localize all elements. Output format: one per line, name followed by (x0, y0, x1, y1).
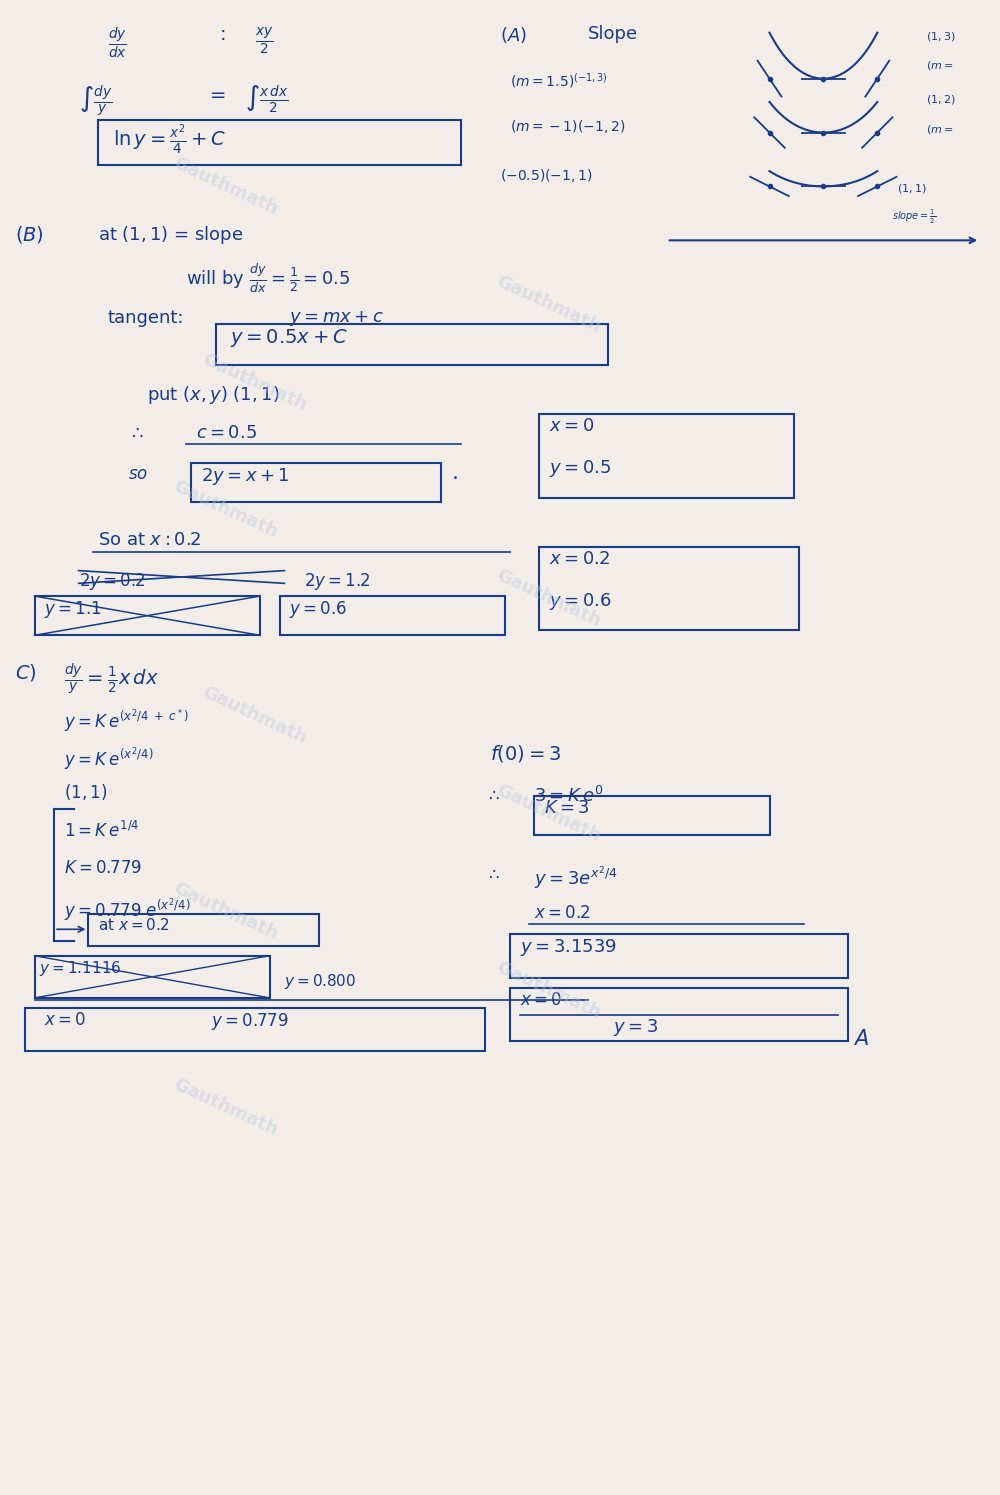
Text: Gauthmath: Gauthmath (494, 272, 604, 336)
Text: Slope: Slope (588, 25, 638, 43)
Text: $y = 0.5$: $y = 0.5$ (549, 457, 611, 478)
Text: $\int \frac{dy}{y}$: $\int \frac{dy}{y}$ (79, 84, 112, 118)
Text: $x = 0.2$: $x = 0.2$ (534, 904, 591, 922)
Text: $\frac{dy}{y} = \frac{1}{2} x\,dx$: $\frac{dy}{y} = \frac{1}{2} x\,dx$ (64, 662, 159, 697)
Text: $c = 0.5$: $c = 0.5$ (196, 423, 257, 441)
Text: $\int \frac{x\,dx}{2}$: $\int \frac{x\,dx}{2}$ (245, 84, 289, 115)
Text: $\ln y = \frac{x^2}{4} + C$: $\ln y = \frac{x^2}{4} + C$ (113, 123, 226, 157)
Text: Gauthmath: Gauthmath (494, 958, 604, 1023)
Text: put $(x, y)$ $(1, 1)$: put $(x, y)$ $(1, 1)$ (147, 384, 280, 407)
Text: $(m=-1)(-1,2)$: $(m=-1)(-1,2)$ (510, 118, 625, 135)
Text: $1 = K\,e^{1/4}$: $1 = K\,e^{1/4}$ (64, 821, 140, 840)
Text: $x = 0$: $x = 0$ (549, 417, 594, 435)
Text: $(m=$: $(m=$ (926, 123, 954, 136)
Text: $\therefore$: $\therefore$ (485, 786, 500, 804)
Text: Gauthmath: Gauthmath (494, 782, 604, 846)
Text: $(1,1)$: $(1,1)$ (897, 181, 927, 194)
Text: $K = 0.779$: $K = 0.779$ (64, 858, 142, 876)
Text: Gauthmath: Gauthmath (494, 567, 604, 629)
Text: $(B)$: $(B)$ (15, 224, 44, 245)
Text: $(m=$: $(m=$ (926, 58, 954, 72)
Text: $(A)$: $(A)$ (500, 25, 527, 45)
Text: $y = 0.779$: $y = 0.779$ (211, 1011, 288, 1032)
Text: Gauthmath: Gauthmath (171, 154, 281, 218)
Text: at $(1,1)$ = slope: at $(1,1)$ = slope (98, 224, 244, 245)
Text: $y = 3.1539$: $y = 3.1539$ (520, 937, 617, 958)
Text: $:$: $:$ (216, 25, 226, 43)
Text: $y = K\,e^{(x^2/4\;+\;c^*)}$: $y = K\,e^{(x^2/4\;+\;c^*)}$ (64, 707, 189, 736)
Text: $(1,1)$: $(1,1)$ (64, 782, 107, 803)
Text: $y = 0.5x + C$: $y = 0.5x + C$ (230, 326, 348, 348)
Text: $2y = x+1$: $2y = x+1$ (201, 466, 290, 487)
Text: $x = 0.2$: $x = 0.2$ (549, 550, 610, 568)
Text: $K = 3$: $K = 3$ (544, 798, 590, 816)
Text: $\frac{xy}{2}$: $\frac{xy}{2}$ (255, 25, 274, 55)
Text: $y = 3$: $y = 3$ (613, 1017, 658, 1038)
Text: $y = mx + c$: $y = mx + c$ (289, 309, 384, 327)
Text: $y = 3e^{x^2/4}$: $y = 3e^{x^2/4}$ (534, 864, 618, 893)
Text: will by $\frac{dy}{dx} = \frac{1}{2} = 0.5$: will by $\frac{dy}{dx} = \frac{1}{2} = 0… (186, 263, 351, 296)
Text: $slope=\frac{1}{2}$: $slope=\frac{1}{2}$ (892, 208, 936, 226)
Text: So at $x:0.2$: So at $x:0.2$ (98, 531, 202, 549)
Text: Gauthmath: Gauthmath (171, 1075, 281, 1139)
Text: $3 = K\,e^0$: $3 = K\,e^0$ (534, 786, 604, 806)
Text: $A$: $A$ (853, 1029, 869, 1049)
Text: $(-0.5)(-1,1)$: $(-0.5)(-1,1)$ (500, 167, 593, 184)
Text: Gauthmath: Gauthmath (171, 478, 281, 541)
Text: $\therefore$: $\therefore$ (485, 864, 500, 882)
Text: at $x = 0.2$: at $x = 0.2$ (98, 916, 170, 933)
Text: $C)$: $C)$ (15, 662, 36, 683)
Text: $(m=1.5)^{(-1,3)}$: $(m=1.5)^{(-1,3)}$ (510, 70, 608, 90)
Text: $y = 0.779\;e^{(x^2/4)}$: $y = 0.779\;e^{(x^2/4)}$ (64, 896, 191, 924)
Text: $y = 0.6$: $y = 0.6$ (549, 591, 612, 611)
Text: $2y = 1.2$: $2y = 1.2$ (304, 571, 371, 592)
Text: $so$: $so$ (128, 465, 148, 483)
Text: $(1,3)$: $(1,3)$ (926, 30, 956, 43)
Text: $x = 0$: $x = 0$ (44, 1011, 86, 1029)
Text: $y = 0.6$: $y = 0.6$ (289, 599, 347, 620)
Text: $y = 1.1116$: $y = 1.1116$ (39, 958, 122, 978)
Text: $y = 1.1$: $y = 1.1$ (44, 599, 102, 620)
Text: $y = 0.800$: $y = 0.800$ (284, 972, 357, 991)
Text: $.$: $.$ (451, 463, 458, 483)
Text: $f(0) = 3$: $f(0) = 3$ (490, 743, 561, 764)
Text: $y = K\,e^{(x^2/4)}$: $y = K\,e^{(x^2/4)}$ (64, 745, 154, 773)
Text: tangent:: tangent: (108, 309, 184, 327)
Text: $x = 0$: $x = 0$ (520, 991, 562, 1009)
Text: $2y = 0.2$: $2y = 0.2$ (79, 571, 145, 592)
Text: $=$: $=$ (206, 84, 226, 103)
Text: $\frac{dy}{dx}$: $\frac{dy}{dx}$ (108, 25, 127, 60)
Text: $(1,2)$: $(1,2)$ (926, 93, 956, 106)
Text: $\therefore$: $\therefore$ (128, 423, 143, 441)
Text: Gauthmath: Gauthmath (200, 683, 310, 748)
Text: Gauthmath: Gauthmath (171, 879, 281, 943)
Text: Gauthmath: Gauthmath (200, 350, 310, 414)
